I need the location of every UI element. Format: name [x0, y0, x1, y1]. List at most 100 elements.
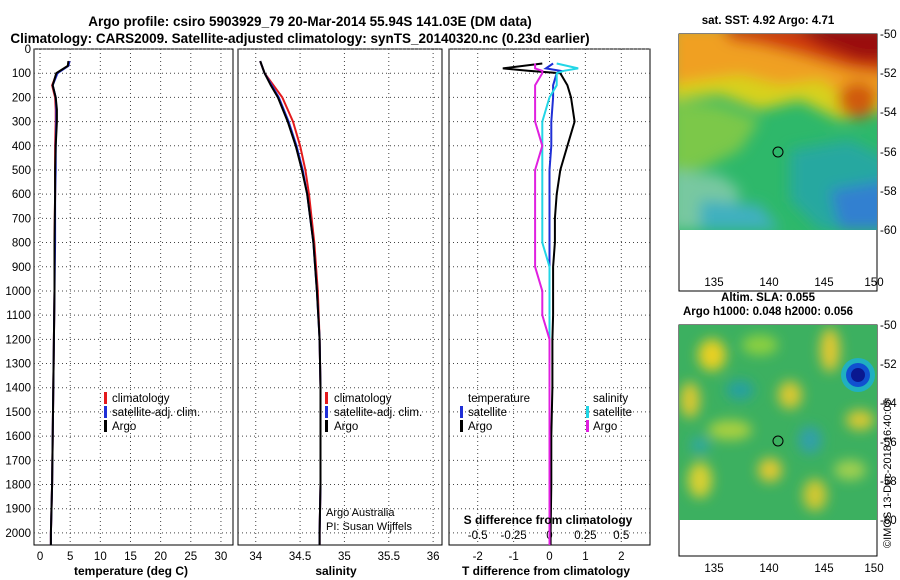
series-argo	[259, 60, 322, 545]
t-difference-axis-label: T difference from climatology	[462, 564, 630, 578]
lat-tick: -60	[880, 225, 897, 237]
x-tick-label: 2	[618, 551, 624, 563]
legend-swatch-t-argo	[460, 420, 463, 432]
legend-swatch-s-argo	[586, 420, 589, 432]
sst-map	[678, 33, 878, 292]
lat-tick: -56	[880, 437, 897, 449]
depth-tick-label: 500	[12, 165, 31, 177]
depth-tick-label: 300	[12, 117, 31, 129]
sla-map	[678, 324, 878, 557]
lon-tick: 135	[704, 277, 723, 289]
sst-map-title: sat. SST: 4.92 Argo: 4.71	[702, 15, 835, 27]
depth-tick-label: 1800	[5, 480, 31, 492]
s-diff-tick-label: -0.5	[468, 530, 488, 542]
lat-tick: -50	[880, 29, 897, 41]
difference-panel: -2 -1 0 1 2-0.5 -0.25 0 0.25 0.5	[448, 48, 651, 563]
credit-line1: Argo Australia	[326, 507, 395, 519]
depth-tick-label: 600	[12, 189, 31, 201]
lon-tick: 150	[864, 277, 883, 289]
legend-swatch-satellite	[104, 406, 107, 418]
argo-location-marker	[772, 435, 784, 447]
legend-header-temperature: temperature	[468, 393, 530, 405]
salinity-axis-label: salinity	[315, 564, 357, 578]
depth-tick-label: 1100	[6, 310, 31, 322]
depth-tick-label: 2000	[5, 528, 31, 540]
sla-map-lon-ticks: 135 140 145 150	[704, 563, 883, 575]
lon-tick: 150	[864, 563, 883, 575]
sla-map-lat-ticks: -50 -52 -54 -56 -58 -60	[880, 320, 897, 527]
legend-swatch-climatology	[104, 392, 107, 404]
x-tick-label: 15	[124, 551, 137, 563]
depth-tick-label: 900	[12, 262, 31, 274]
x-tick-label: 20	[154, 551, 167, 563]
x-tick-label: 35	[338, 551, 351, 563]
legend-label-argo: Argo	[334, 421, 358, 433]
x-tick-label: 10	[94, 551, 107, 563]
salinity-panel-frame	[237, 48, 443, 546]
legend-swatch-t-satellite	[460, 406, 463, 418]
salinity-profile-panel: 34 34.5 35 35.5 36	[237, 48, 443, 563]
legend-swatch-s-satellite	[586, 406, 589, 418]
temperature-legend: climatology satellite-adj. clim. Argo	[104, 392, 200, 433]
lat-tick: -52	[880, 359, 897, 371]
timestamp: ©IMOS 13-Dec-2018 16:40:05	[882, 399, 894, 548]
lat-tick: -56	[880, 147, 897, 159]
legend-swatch-argo	[325, 420, 328, 432]
sst-field	[679, 34, 877, 230]
lat-tick: -58	[880, 476, 897, 488]
legend-swatch-argo	[104, 420, 107, 432]
legend-label-climatology: climatology	[112, 393, 170, 405]
x-tick-label: -2	[473, 551, 483, 563]
lat-tick: -54	[880, 107, 897, 119]
depth-tick-label: 0	[25, 44, 31, 56]
series-temperature-argo	[502, 62, 576, 545]
x-tick-label: 34.5	[289, 551, 311, 563]
legend-label-t-argo: Argo	[468, 421, 492, 433]
x-tick-label: 35.5	[378, 551, 400, 563]
x-tick-label: 36	[427, 551, 440, 563]
temperature-profile-panel: 0 5 10 15 20 25 300100200300400500600700800900…	[5, 44, 234, 563]
legend-label-satellite: satellite-adj. clim.	[334, 407, 422, 419]
lon-tick: 140	[759, 277, 778, 289]
depth-tick-label: 1400	[5, 383, 31, 395]
x-tick-label: 30	[215, 551, 228, 563]
figure-title-line1: Argo profile: csiro 5903929_79 20-Mar-20…	[88, 14, 531, 29]
depth-tick-label: 800	[12, 238, 31, 250]
series-argo	[49, 60, 70, 545]
legend-label-s-satellite: satellite	[593, 407, 632, 419]
lon-tick: 145	[814, 277, 833, 289]
sst-map-lat-ticks: -50 -52 -54 -56 -58 -60	[880, 29, 897, 237]
depth-tick-label: 1900	[5, 504, 31, 516]
legend-label-satellite: satellite-adj. clim.	[112, 407, 200, 419]
legend-label-t-satellite: satellite	[468, 407, 507, 419]
series-salinity-argo	[534, 63, 551, 545]
lat-tick: -52	[880, 68, 897, 80]
depth-tick-label: 1000	[5, 286, 31, 298]
legend-header-salinity: salinity	[593, 393, 628, 405]
depth-tick-label: 1600	[5, 431, 31, 443]
lat-tick: -50	[880, 320, 897, 332]
lon-tick: 145	[814, 563, 833, 575]
sla-map-title-line2: Argo h1000: 0.048 h2000: 0.056	[683, 306, 853, 318]
x-tick-label: -1	[508, 551, 518, 563]
x-tick-label: 0	[546, 551, 552, 563]
salinity-legend: climatology satellite-adj. clim. Argo	[325, 392, 422, 433]
sst-map-lon-ticks: 135 140 145 150	[704, 277, 883, 289]
temperature-axis-label: temperature (deg C)	[74, 564, 188, 578]
lat-tick: -60	[880, 515, 897, 527]
lat-tick: -58	[880, 186, 897, 198]
depth-tick-label: 1500	[5, 407, 31, 419]
lat-tick: -54	[880, 398, 897, 410]
depth-tick-label: 100	[12, 68, 31, 80]
s-diff-tick-label: 0.25	[574, 530, 596, 542]
sla-map-title-line1: Altim. SLA: 0.055	[721, 292, 816, 304]
depth-tick-label: 400	[12, 141, 31, 153]
legend-swatch-satellite	[325, 406, 328, 418]
s-difference-title: S difference from climatology	[464, 513, 633, 527]
temperature-panel-frame	[33, 48, 234, 546]
lon-tick: 135	[704, 563, 723, 575]
x-tick-label: 34	[249, 551, 262, 563]
legend-label-argo: Argo	[112, 421, 136, 433]
x-tick-label: 1	[582, 551, 588, 563]
